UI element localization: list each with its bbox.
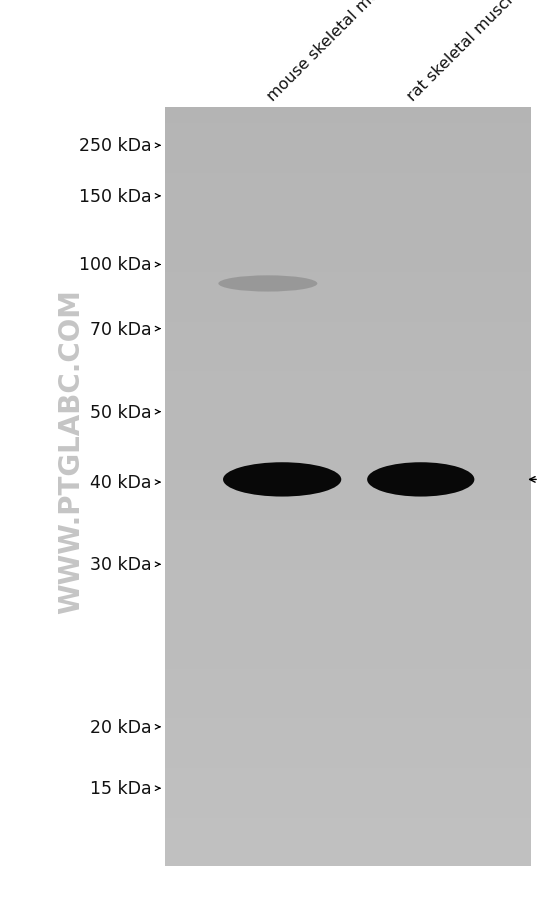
Text: 150 kDa: 150 kDa: [79, 188, 151, 206]
Text: 40 kDa: 40 kDa: [90, 474, 151, 492]
Ellipse shape: [223, 463, 341, 497]
Text: 100 kDa: 100 kDa: [79, 256, 151, 274]
Text: WWW.PTGLABC.COM: WWW.PTGLABC.COM: [58, 289, 85, 613]
Bar: [165, 108, 531, 866]
Text: 15 kDa: 15 kDa: [90, 779, 151, 797]
Text: mouse skeletal muscle: mouse skeletal muscle: [265, 0, 404, 104]
Text: 20 kDa: 20 kDa: [90, 718, 151, 736]
Ellipse shape: [218, 276, 317, 292]
Text: 50 kDa: 50 kDa: [90, 403, 151, 421]
Text: 250 kDa: 250 kDa: [79, 137, 151, 155]
Text: 70 kDa: 70 kDa: [90, 320, 151, 338]
Text: rat skeletal muscle: rat skeletal muscle: [405, 0, 523, 104]
Text: 30 kDa: 30 kDa: [90, 556, 151, 574]
Ellipse shape: [367, 463, 474, 497]
